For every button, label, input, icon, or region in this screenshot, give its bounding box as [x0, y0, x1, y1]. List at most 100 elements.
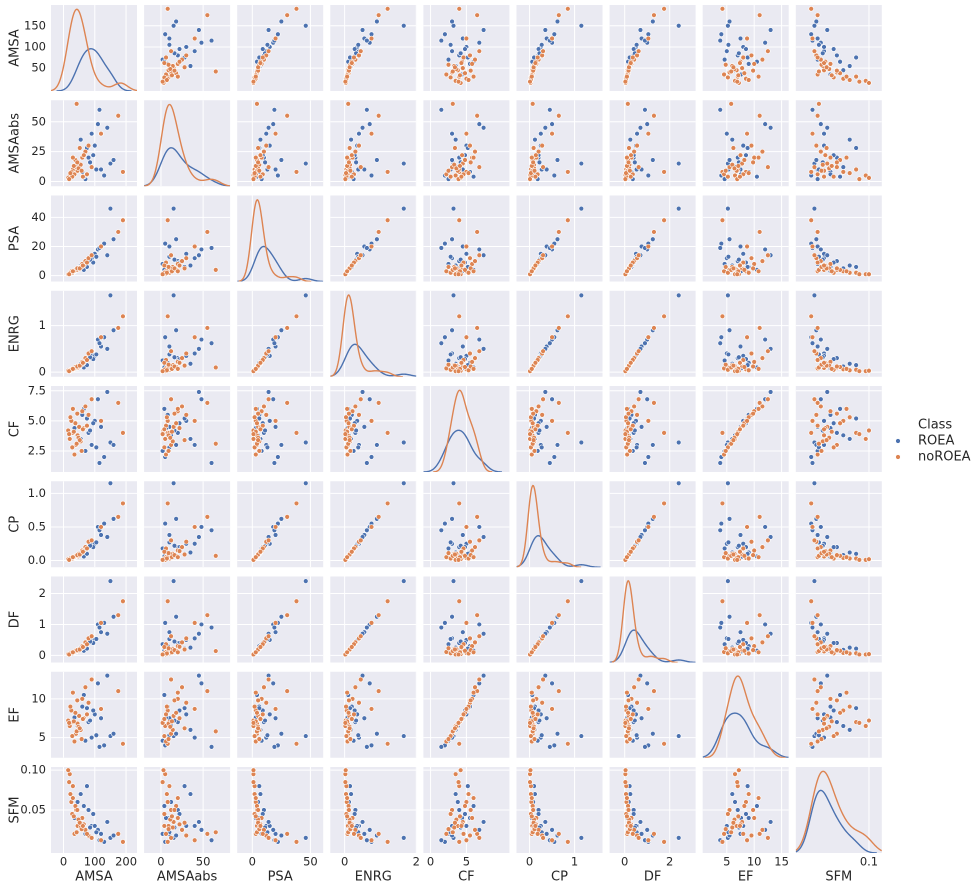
scatter-point	[821, 720, 827, 727]
scatter-point	[751, 261, 757, 267]
scatter-point	[824, 27, 830, 33]
scatter-point	[171, 354, 178, 360]
panel	[609, 767, 696, 853]
scatter-point	[293, 500, 300, 507]
scatter-point	[821, 426, 827, 433]
y-axis-label: PSA	[8, 226, 23, 251]
panel	[702, 195, 789, 282]
scatter-point	[159, 271, 166, 277]
scatter-point	[342, 779, 349, 785]
scatter-point	[208, 527, 215, 533]
scatter-point	[834, 159, 840, 166]
scatter-point	[823, 64, 830, 70]
scatter-point	[445, 645, 452, 651]
scatter-point	[278, 614, 285, 620]
scatter-point	[179, 403, 185, 410]
y-tick-label: 40	[31, 210, 46, 224]
scatter-point	[721, 545, 728, 552]
scatter-point	[107, 160, 114, 167]
scatter-point	[529, 268, 535, 274]
scatter-point	[458, 262, 465, 269]
scatter-point	[107, 205, 114, 212]
y-tick-label: 0.5	[28, 519, 46, 533]
scatter-point	[445, 736, 452, 742]
scatter-point	[173, 236, 179, 242]
scatter-point	[737, 644, 743, 650]
scatter-point	[251, 733, 258, 739]
scatter-point	[480, 27, 487, 33]
scatter-point	[107, 481, 114, 486]
scatter-point	[85, 154, 92, 161]
scatter-point	[547, 460, 553, 466]
scatter-point	[736, 256, 742, 263]
scatter-point	[816, 68, 822, 75]
scatter-point	[856, 176, 863, 182]
kde-curve	[423, 429, 502, 472]
scatter-point	[168, 633, 174, 639]
scatter-point	[476, 48, 482, 54]
scatter-point	[472, 684, 478, 690]
kde-curve	[56, 48, 132, 91]
scatter-point	[737, 426, 743, 433]
scatter-point	[345, 420, 352, 426]
scatter-point	[531, 736, 538, 742]
scatter-point	[171, 543, 178, 549]
scatter-point	[161, 644, 168, 650]
scatter-point	[866, 427, 872, 434]
y-tick-label: 1.0	[28, 486, 46, 500]
x-tick-label: 10	[747, 855, 762, 869]
scatter-point	[814, 259, 821, 266]
scatter-point	[465, 783, 471, 789]
scatter-point	[750, 410, 756, 417]
scatter-point	[191, 418, 198, 424]
scatter-point	[735, 163, 742, 169]
scatter-point	[634, 412, 640, 418]
scatter-point	[463, 251, 470, 257]
scatter-point	[347, 448, 354, 454]
scatter-point	[78, 736, 85, 742]
scatter-point	[175, 795, 181, 801]
scatter-point	[834, 719, 840, 725]
scatter-point	[476, 348, 482, 354]
scatter-point	[173, 731, 179, 737]
scatter-point	[198, 621, 205, 628]
scatter-point	[729, 136, 735, 143]
scatter-point	[534, 711, 541, 718]
scatter-point	[251, 703, 258, 710]
scatter-point	[637, 819, 644, 825]
scatter-point	[355, 444, 361, 451]
scatter-point	[161, 692, 168, 698]
scatter-point	[476, 537, 482, 544]
scatter-point	[191, 635, 198, 642]
scatter-point	[191, 255, 198, 261]
y-axis-label: EF	[8, 707, 23, 723]
panel-background	[609, 290, 696, 377]
scatter-point	[368, 418, 375, 424]
scatter-point	[622, 767, 629, 773]
scatter-point	[96, 624, 103, 631]
scatter-point	[532, 136, 538, 143]
scatter-point	[384, 500, 391, 507]
panel	[702, 767, 789, 853]
panel-background	[330, 386, 417, 472]
scatter-point	[275, 454, 281, 460]
scatter-point	[272, 837, 279, 843]
scatter-point	[634, 700, 640, 706]
scatter-point	[98, 532, 104, 538]
scatter-point	[267, 711, 273, 718]
scatter-point	[645, 454, 652, 460]
scatter-point	[853, 551, 859, 557]
scatter-point	[183, 539, 189, 545]
panel	[51, 195, 137, 282]
scatter-point	[755, 268, 762, 274]
panel-background	[609, 671, 696, 758]
scatter-point	[744, 130, 750, 137]
scatter-point	[198, 40, 205, 46]
scatter-point	[364, 245, 370, 251]
scatter-point	[368, 837, 375, 843]
scatter-point	[650, 157, 656, 163]
scatter-point	[165, 448, 172, 454]
scatter-point	[179, 639, 185, 646]
scatter-point	[165, 500, 171, 507]
scatter-point	[743, 811, 749, 817]
